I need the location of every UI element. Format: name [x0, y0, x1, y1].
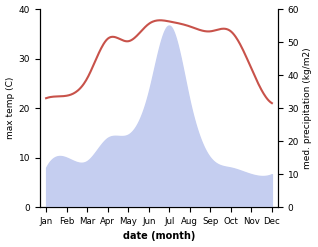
X-axis label: date (month): date (month)	[123, 231, 195, 242]
Y-axis label: max temp (C): max temp (C)	[5, 77, 15, 139]
Y-axis label: med. precipitation (kg/m2): med. precipitation (kg/m2)	[303, 47, 313, 169]
